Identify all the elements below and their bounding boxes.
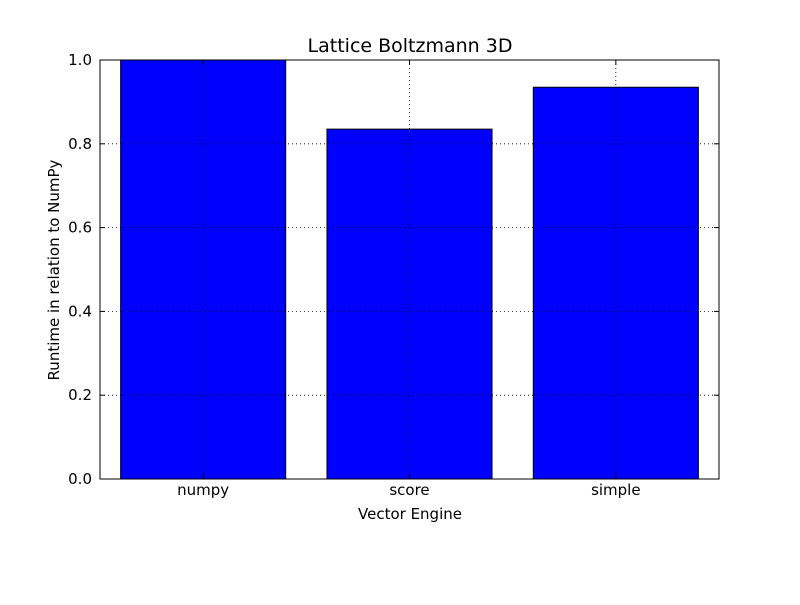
- y-tick-label: 0.2: [68, 386, 92, 404]
- x-tick-label-simple: simple: [591, 481, 641, 499]
- x-tick-label-numpy: numpy: [177, 481, 229, 499]
- ticks: 0.0 0.2 0.4 0.6 0.8 1.0 numpy score simple: [68, 51, 719, 499]
- bar-numpy: [120, 59, 287, 480]
- y-axis-label: Runtime in relation to NumPy: [45, 159, 63, 380]
- x-tick-label-score: score: [389, 481, 429, 499]
- y-tick-label: 0.0: [68, 470, 92, 488]
- y-tick-label: 1.0: [68, 51, 92, 69]
- chart-title: Lattice Boltzmann 3D: [308, 35, 513, 57]
- y-tick-label: 0.4: [68, 302, 92, 320]
- x-axis-label: Vector Engine: [358, 505, 462, 523]
- y-tick-label: 0.8: [68, 135, 92, 153]
- y-tick-label: 0.6: [68, 219, 92, 237]
